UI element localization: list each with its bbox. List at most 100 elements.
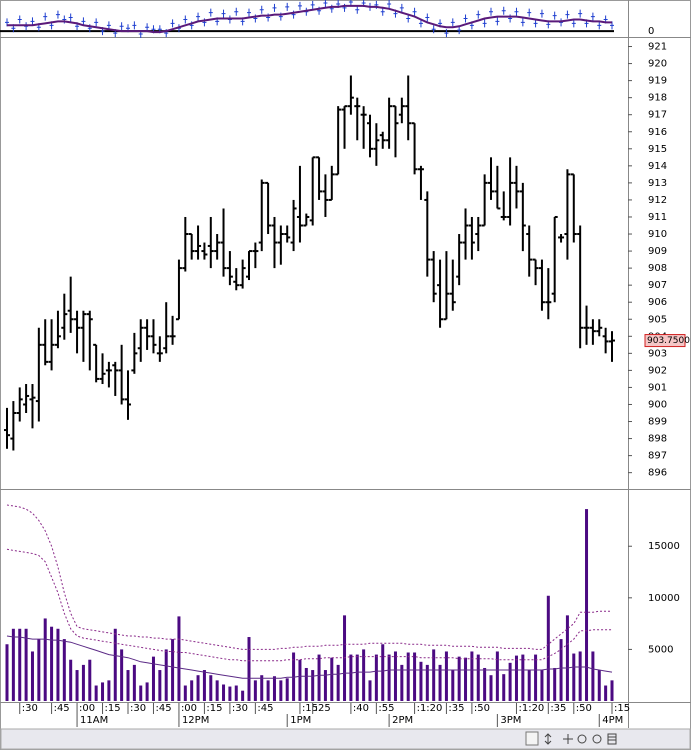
- x-tick-label: :15: [614, 703, 630, 714]
- menu-button[interactable]: [607, 733, 617, 745]
- volume-bar: [228, 686, 232, 701]
- y-tick-label: 914: [648, 161, 667, 172]
- indicator-tick: [412, 7, 417, 16]
- volume-bar: [323, 670, 327, 701]
- indicator-tick: [196, 12, 201, 21]
- volume-bar: [546, 595, 550, 701]
- y-tick-label: 920: [648, 59, 667, 70]
- indicator-tick: [578, 9, 583, 18]
- volume-bar: [349, 654, 353, 701]
- scroll-thumb[interactable]: [525, 731, 539, 746]
- indicator-tick: [259, 5, 264, 14]
- x-tick-label: :30: [22, 703, 38, 714]
- volume-bar: [183, 685, 187, 701]
- volume-bar: [94, 685, 98, 701]
- volume-bar: [368, 680, 372, 701]
- volume-bar: [393, 651, 397, 701]
- x-tick-label: :45: [155, 703, 171, 714]
- indicator-tick: [406, 14, 411, 23]
- y-tick-label: 900: [648, 399, 667, 410]
- x-tick-label: :30: [130, 703, 146, 714]
- indicator-tick: [119, 22, 124, 31]
- x-tick-label: :35: [448, 703, 464, 714]
- indicator-tick: [234, 7, 239, 16]
- indicator-tick: [323, 0, 328, 7]
- volume-bar: [400, 664, 404, 701]
- indicator-tick: [170, 19, 175, 28]
- volume-bar: [387, 654, 391, 701]
- indicator-tick: [450, 18, 455, 27]
- volume-bar: [610, 680, 614, 701]
- x-tick-label: :15: [302, 703, 318, 714]
- volume-bar: [292, 652, 296, 701]
- volume-bar: [222, 684, 226, 701]
- volume-bar: [266, 680, 270, 701]
- volume-bar: [43, 618, 47, 701]
- volume-band: [6, 548, 612, 662]
- y-tick-label: 898: [648, 434, 667, 445]
- volume-bar: [260, 675, 264, 701]
- indicator-tick: [221, 9, 226, 18]
- y-tick-label: 913: [648, 178, 667, 189]
- volume-bar: [202, 670, 206, 701]
- volume-bar: [451, 670, 455, 701]
- indicator-tick: [431, 25, 436, 34]
- zoom-in-button[interactable]: [577, 734, 587, 744]
- y-tick-label: 15000: [648, 541, 680, 552]
- indicator-tick: [489, 7, 493, 16]
- zoom-out-button[interactable]: [592, 734, 602, 744]
- indicator-tick: [495, 17, 500, 26]
- volume-bar: [126, 670, 130, 701]
- pan-button[interactable]: [563, 734, 573, 744]
- y-tick-label: 906: [648, 297, 667, 308]
- indicator-tick: [597, 21, 602, 30]
- volume-bar: [139, 685, 143, 701]
- volume-bar: [476, 654, 480, 701]
- volume-bar: [190, 680, 194, 701]
- y-tick-label: 905: [648, 314, 667, 325]
- x-session-label: 4PM: [602, 715, 623, 726]
- indicator-line: [7, 4, 612, 34]
- volume-bar: [585, 509, 589, 701]
- scrollbar[interactable]: [0, 728, 691, 750]
- volume-bar: [75, 670, 79, 701]
- y-tick-label: 901: [648, 382, 667, 393]
- volume-bar: [50, 626, 54, 701]
- volume-bar: [56, 628, 60, 701]
- y-tick-label: 918: [648, 93, 667, 104]
- indicator-tick: [571, 19, 576, 28]
- volume-bar: [553, 667, 557, 701]
- indicator-tick: [501, 6, 506, 15]
- volume-bar: [177, 616, 181, 701]
- volume-bar: [132, 664, 136, 701]
- volume-bar: [362, 649, 366, 701]
- volume-bar: [432, 649, 436, 701]
- indicator-tick: [399, 3, 404, 12]
- volume-bar: [18, 628, 22, 701]
- volume-bar: [406, 652, 410, 701]
- y-tick-label: 919: [648, 76, 667, 87]
- indicator-tick: [527, 8, 532, 17]
- indicator-tick: [17, 15, 22, 24]
- volume-bar: [241, 690, 245, 701]
- volume-bar: [171, 639, 175, 701]
- y-tick-label: 921: [648, 42, 667, 53]
- indicator-tick: [476, 10, 481, 19]
- volume-bar: [272, 676, 276, 701]
- y-tick-label: 5000: [648, 644, 673, 655]
- indicator-tick: [552, 11, 557, 20]
- volume-bar: [514, 655, 518, 701]
- indicator-tick: [285, 2, 290, 11]
- x-tick-label: :45: [54, 703, 70, 714]
- x-session-label: 1PM: [290, 715, 311, 726]
- indicator-tick: [514, 7, 519, 16]
- scroll-button[interactable]: [544, 733, 552, 745]
- indicator-tick: [444, 29, 449, 38]
- x-tick-label: :00: [181, 703, 197, 714]
- indicator-tick: [457, 26, 462, 35]
- volume-bar: [438, 664, 442, 701]
- indicator-tick: [81, 17, 86, 26]
- volume-bar: [196, 675, 200, 701]
